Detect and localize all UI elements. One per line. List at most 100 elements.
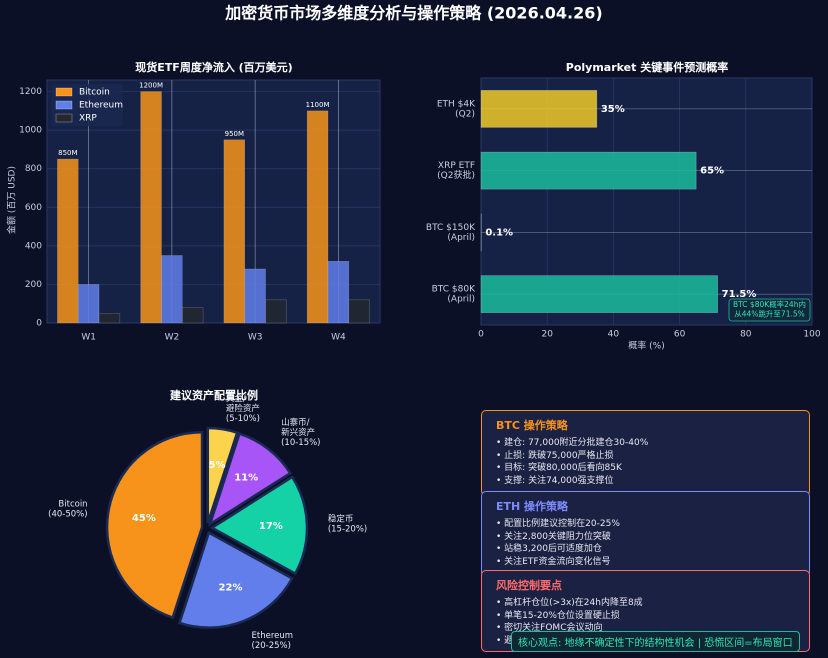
- value-label: 0.1%: [485, 227, 513, 238]
- card-title: 风险控制要点: [496, 579, 562, 592]
- legend-swatch: [55, 113, 73, 123]
- core-view-banner: 核心观点: 地缘不确定性下的结构性机会 | 恐慌区间=布局窗口: [511, 631, 800, 652]
- value-label: 71.5%: [722, 289, 757, 300]
- pie-slice: [105, 430, 204, 620]
- x-axis-label: 概率 (%): [628, 340, 664, 352]
- y-tick-label: 400: [25, 241, 42, 251]
- slice-label: Bitcoin: [58, 500, 87, 510]
- bar: [348, 299, 370, 324]
- x-tick-label: 100: [803, 330, 820, 340]
- y-tick-label: 1000: [19, 126, 42, 136]
- chart-title: 建议资产配置比例: [170, 388, 258, 402]
- y-tick-label: 1200: [19, 87, 42, 97]
- bar: [480, 275, 718, 313]
- slice-label: 避险资产: [226, 403, 260, 414]
- bar: [306, 110, 329, 324]
- y-tick-label: ETH $4K: [437, 99, 476, 109]
- card-item: • 目标: 突破80,000后看向85K: [496, 463, 622, 473]
- card-item: • 单笔15-20%仓位设置硬止损: [496, 610, 620, 621]
- card-title: ETH 操作策略: [496, 500, 569, 513]
- slice-label: 山寨币/: [281, 417, 310, 428]
- chart-title: 现货ETF周度净流入 (百万美元): [135, 60, 292, 74]
- slice-label: (40-50%): [48, 510, 87, 520]
- value-label: 1100M: [306, 101, 330, 109]
- slice-percent: 5%: [209, 460, 226, 471]
- bar: [480, 151, 697, 190]
- y-axis-label: 金额 (百万 USD): [6, 166, 18, 234]
- y-tick-label: (Q2获批): [437, 169, 475, 181]
- value-label: 950M: [225, 130, 244, 138]
- y-tick-label: 800: [25, 164, 42, 174]
- y-tick-label: (Q2): [455, 109, 475, 119]
- slice-label: (10-15%): [281, 438, 320, 448]
- card-item: • 止损: 跌破75,000严格止损: [496, 450, 614, 461]
- x-tick-label: W1: [81, 333, 96, 343]
- legend-label: Bitcoin: [79, 88, 110, 98]
- slice-label: Ethereum: [252, 631, 294, 641]
- strategy-card: BTC 操作策略 • 建仓: 77,000附近分批建仓30-40% • 止损: 跌破…: [481, 410, 810, 496]
- x-tick-label: 40: [608, 330, 620, 340]
- bar: [98, 313, 121, 324]
- strategy-card: ETH 操作策略 • 配置比例建议控制在20-25% • 关注2,800关键阻力位突…: [481, 491, 810, 577]
- card-title: BTC 操作策略: [496, 419, 568, 432]
- bar: [480, 90, 598, 128]
- legend-swatch: [55, 87, 73, 97]
- bar: [57, 158, 79, 324]
- y-tick-label: 0: [36, 319, 42, 329]
- y-tick-label: BTC $80K: [432, 285, 476, 295]
- slice-percent: 17%: [259, 521, 283, 532]
- pie-slice: [207, 432, 293, 527]
- y-tick-label: 600: [25, 203, 42, 213]
- pie-slice: [177, 530, 294, 629]
- bar: [327, 261, 350, 324]
- x-tick-label: 60: [674, 330, 686, 340]
- slice-label: 稳定币: [328, 514, 354, 525]
- card-item: • 密切关注FOMC会议动向: [496, 623, 603, 633]
- slice-percent: 45%: [132, 513, 156, 524]
- slice-label: 新兴资产: [281, 427, 315, 438]
- y-tick-label: (April): [447, 295, 475, 305]
- x-tick-label: 0: [478, 330, 484, 340]
- legend-swatch: [55, 100, 73, 110]
- slice-label: 黄金/: [226, 393, 246, 404]
- bar: [161, 255, 183, 324]
- slice-label: (15-20%): [328, 525, 367, 535]
- y-tick-label: XRP ETF: [438, 161, 475, 171]
- x-tick-label: W3: [248, 333, 263, 343]
- y-tick-label: 200: [25, 280, 42, 290]
- x-tick-label: W4: [331, 333, 346, 343]
- bar: [265, 299, 287, 324]
- y-tick-label: (April): [447, 233, 475, 243]
- y-tick-label: BTC $150K: [426, 223, 476, 233]
- slice-percent: 22%: [219, 582, 243, 593]
- annotation: 从44%跳升至71.5%: [734, 309, 805, 319]
- chart-title: Polymarket 关键事件预测概率: [566, 60, 728, 74]
- card-item: • 配置比例建议控制在20-25%: [496, 519, 620, 529]
- slice-label: (5-10%): [226, 414, 260, 424]
- value-label: 1200M: [139, 82, 163, 90]
- bar: [77, 284, 100, 324]
- slice-label: (20-25%): [252, 641, 291, 651]
- x-tick-label: W2: [165, 333, 180, 343]
- pie-slice: [209, 475, 309, 576]
- bar: [182, 307, 204, 324]
- annotation: BTC $80K概率24h内: [733, 299, 806, 309]
- annotation-box: [728, 298, 811, 322]
- value-label: 35%: [601, 104, 625, 115]
- card-item: • 关注ETF资金流向变化信号: [496, 556, 611, 567]
- value-label: 65%: [700, 166, 724, 177]
- value-label: 850M: [58, 149, 77, 157]
- x-tick-label: 80: [740, 330, 752, 340]
- legend-label: XRP: [79, 114, 97, 124]
- page-title: 加密货币市场多维度分析与操作策略 (2026.04.26): [224, 4, 602, 23]
- pie-slice: [206, 426, 239, 524]
- bar: [244, 268, 266, 324]
- legend-label: Ethereum: [79, 101, 123, 111]
- card-item: • 建仓: 77,000附近分批建仓30-40%: [496, 438, 649, 448]
- card-item: • 支撑: 关注74,000强支撑位: [496, 475, 614, 486]
- bar: [140, 91, 162, 324]
- card-item: • 关注2,800关键阻力位突破: [496, 531, 611, 542]
- bar: [223, 139, 245, 324]
- slice-percent: 11%: [234, 473, 258, 484]
